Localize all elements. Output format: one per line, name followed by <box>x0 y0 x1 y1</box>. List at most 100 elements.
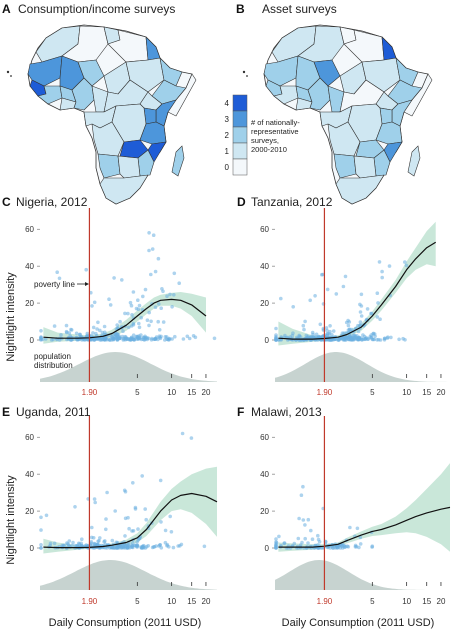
map-a-country <box>27 55 63 87</box>
data-point <box>91 325 96 330</box>
data-point <box>346 545 351 549</box>
data-point <box>144 517 148 522</box>
map-b-country <box>353 155 377 179</box>
data-point <box>274 542 278 546</box>
data-point <box>354 544 359 549</box>
data-point <box>179 542 184 547</box>
map-legend: 4 3 2 1 0 # of nationally-representativesurve… <box>225 94 300 176</box>
data-point <box>328 329 332 334</box>
data-point <box>371 332 375 336</box>
legend-swatch <box>232 94 248 112</box>
data-point <box>389 335 393 340</box>
x-tick-label: 20 <box>202 388 211 397</box>
panel-label-b: B <box>236 2 245 16</box>
data-point <box>114 544 119 549</box>
y-tick-label: 0 <box>30 544 35 553</box>
confidence-band <box>43 466 218 554</box>
data-point <box>113 509 117 513</box>
x-tick-label: 10 <box>167 597 176 606</box>
data-point <box>318 322 323 327</box>
data-point <box>303 536 308 541</box>
data-point <box>123 337 128 342</box>
panel-label: E <box>2 405 10 419</box>
x-axis-label-left: Daily Consumption (2011 USD) <box>49 617 202 629</box>
data-point <box>127 526 131 531</box>
data-point <box>135 544 140 548</box>
data-point <box>317 540 322 544</box>
data-point <box>141 294 145 299</box>
map-b-country <box>327 121 361 157</box>
data-point <box>306 541 310 545</box>
data-point <box>48 543 52 548</box>
data-point <box>90 304 94 308</box>
data-point <box>84 267 88 272</box>
data-point <box>128 338 133 342</box>
data-point <box>57 276 62 281</box>
data-point <box>159 520 163 524</box>
data-point <box>376 301 380 305</box>
data-point <box>187 336 192 341</box>
data-point <box>306 517 311 522</box>
data-point <box>274 336 278 340</box>
confidence-band <box>43 292 207 344</box>
data-point <box>165 542 170 547</box>
data-point <box>343 274 348 279</box>
data-point <box>153 336 157 341</box>
data-point <box>355 526 360 531</box>
y-tick-label: 60 <box>260 433 269 442</box>
y-tick-label: 20 <box>25 507 34 516</box>
data-point <box>169 530 174 534</box>
data-point <box>310 537 315 541</box>
x-tick-label: 15 <box>187 597 196 606</box>
data-point <box>104 517 108 521</box>
y-tick-label: 40 <box>25 470 34 479</box>
data-point <box>309 528 313 533</box>
data-point <box>292 541 297 546</box>
data-point <box>126 325 131 330</box>
panel-title: Uganda, 2011 <box>16 405 91 419</box>
data-point <box>126 311 130 316</box>
panel-f-malawi: F Malawi, 2013 0 20 40 60 1.90 5 10 15 20 <box>237 405 452 606</box>
data-point <box>110 538 115 543</box>
data-point <box>316 533 320 538</box>
data-point <box>147 248 151 253</box>
data-point <box>158 335 162 340</box>
data-point <box>163 338 167 342</box>
data-point <box>314 332 319 337</box>
data-point <box>397 337 401 342</box>
data-point <box>92 497 97 501</box>
data-point <box>189 436 194 440</box>
data-point <box>66 543 71 547</box>
data-point <box>353 337 357 341</box>
x-tick-label: 5 <box>135 597 140 606</box>
data-point <box>104 527 108 532</box>
data-point <box>122 488 127 493</box>
data-point <box>212 336 217 341</box>
legend-level-label: 0 <box>225 163 230 172</box>
map-b-country <box>395 57 419 87</box>
x-tick-label: 15 <box>422 597 431 606</box>
legend-swatch <box>232 158 248 176</box>
data-point <box>380 275 385 280</box>
data-point <box>136 538 140 542</box>
data-point <box>59 333 63 337</box>
data-point <box>154 544 158 548</box>
data-point <box>90 525 94 530</box>
data-point <box>153 269 158 274</box>
data-point <box>137 325 142 330</box>
data-point <box>177 281 181 286</box>
map-b-islands <box>242 70 246 74</box>
data-point <box>279 296 283 301</box>
map-b-country <box>313 59 341 87</box>
panel-label-a: A <box>2 2 11 16</box>
data-point <box>52 324 57 328</box>
data-point <box>114 333 119 338</box>
y-axis-label-top: Nightlight intensity <box>5 272 17 362</box>
data-point <box>341 337 345 341</box>
data-point <box>296 536 301 541</box>
data-point <box>121 329 125 334</box>
data-point <box>139 315 143 320</box>
data-point <box>346 323 351 328</box>
data-point <box>137 303 142 308</box>
data-point <box>70 543 75 548</box>
